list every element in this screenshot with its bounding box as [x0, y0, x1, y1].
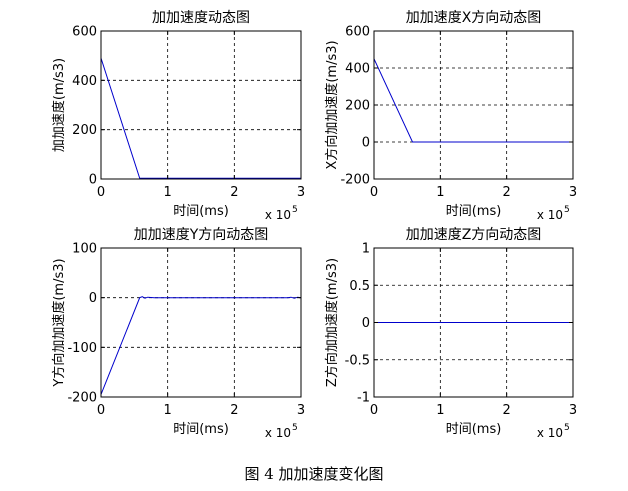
- plot-area: [374, 31, 573, 179]
- x-tick-label: 0: [97, 185, 105, 200]
- y-tick-label: -200: [67, 391, 97, 406]
- x-tick-label: 2: [230, 403, 238, 418]
- series-line: [100, 296, 302, 395]
- y-tick-label: 600: [345, 25, 370, 40]
- y-tick-label: -0.5: [345, 353, 370, 368]
- x-tick-label: 2: [230, 185, 238, 200]
- x-axis-label: 时间(ms): [173, 204, 229, 219]
- axes-frame: [100, 30, 302, 180]
- x-multiplier-exponent: 5: [292, 205, 298, 215]
- x-tick-label: 0: [370, 185, 378, 200]
- x-tick-label: 2: [503, 185, 511, 200]
- y-tick-label: -1: [357, 391, 370, 406]
- axes-frame: [100, 247, 302, 398]
- x-axis-label: 时间(ms): [173, 422, 229, 437]
- x-multiplier: x 10: [537, 426, 563, 440]
- x-tick-label: 3: [569, 185, 577, 200]
- figure-caption: 图 4 加加速度变化图: [244, 465, 384, 483]
- x-axis-label: 时间(ms): [446, 204, 502, 219]
- x-multiplier-exponent: 5: [292, 423, 298, 433]
- x-tick-label: 3: [297, 403, 305, 418]
- x-tick-label: 2: [503, 403, 511, 418]
- chart-title: 加加速度Y方向动态图: [134, 227, 269, 243]
- y-tick-label: 400: [345, 62, 370, 77]
- x-multiplier-exponent: 5: [564, 423, 570, 433]
- x-tick-label: 3: [297, 185, 305, 200]
- series-line: [373, 58, 573, 143]
- x-tick-label: 1: [164, 403, 172, 418]
- y-tick-label: 0: [362, 316, 370, 331]
- y-tick-label: 0: [89, 173, 97, 188]
- chart-title: 加加速度动态图: [152, 10, 250, 26]
- y-tick-label: 0.5: [349, 279, 370, 294]
- chart-title: 加加速度X方向动态图: [406, 10, 542, 26]
- x-multiplier: x 10: [265, 208, 291, 222]
- x-axis-label: 时间(ms): [446, 422, 502, 437]
- series-line: [100, 57, 301, 179]
- y-axis-label: X方向加加速度(m/s3): [324, 40, 340, 169]
- x-multiplier: x 10: [537, 208, 563, 222]
- x-multiplier-exponent: 5: [564, 205, 570, 215]
- y-tick-label: 0: [89, 291, 97, 306]
- y-tick-label: 400: [72, 74, 97, 89]
- y-axis-label: Z方向加加速度(m/s3): [324, 258, 340, 387]
- chart-title: 加加速度Z方向动态图: [406, 227, 542, 243]
- y-tick-label: 100: [72, 242, 97, 257]
- y-axis-label: Y方向加加速度(m/s3): [51, 258, 67, 387]
- y-tick-label: 1: [362, 242, 370, 257]
- plot-area: [101, 248, 301, 397]
- x-tick-label: 1: [164, 185, 172, 200]
- y-tick-label: -100: [67, 341, 97, 356]
- y-tick-label: 200: [345, 99, 370, 114]
- y-tick-label: 200: [72, 123, 97, 138]
- x-tick-label: 0: [370, 403, 378, 418]
- x-tick-label: 3: [569, 403, 577, 418]
- plot-area: [101, 31, 301, 179]
- x-multiplier: x 10: [265, 426, 291, 440]
- y-tick-label: 0: [362, 136, 370, 151]
- y-tick-label: -200: [340, 173, 370, 188]
- y-axis-label: 加加速度(m/s3): [51, 58, 67, 152]
- x-tick-label: 1: [436, 403, 444, 418]
- x-tick-label: 0: [97, 403, 105, 418]
- y-tick-label: 600: [72, 25, 97, 40]
- x-tick-label: 1: [436, 185, 444, 200]
